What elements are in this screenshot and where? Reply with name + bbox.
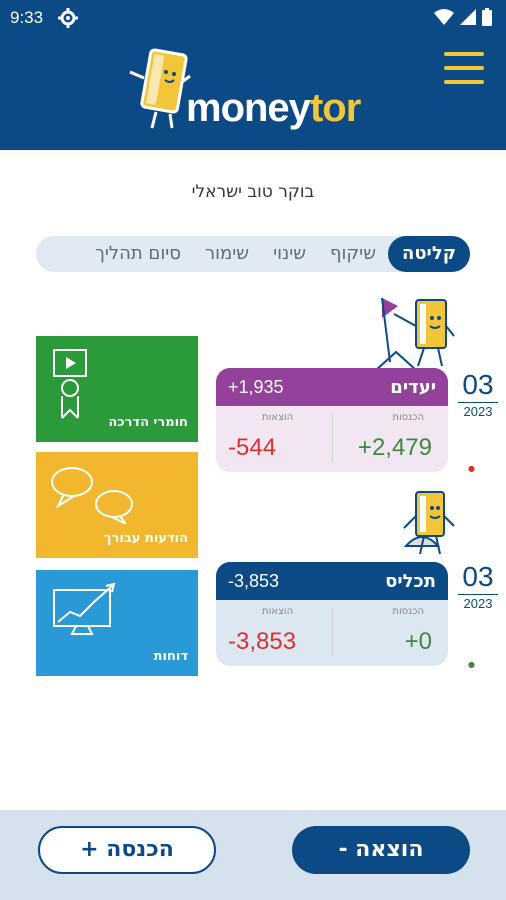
- date-year: 2023: [458, 594, 498, 611]
- add-expense-button[interactable]: הוצאה -: [292, 826, 470, 874]
- tile-reports[interactable]: דוחות: [36, 570, 198, 676]
- app-header: moneytor: [0, 36, 506, 150]
- divider: [332, 608, 333, 656]
- card-title: יעדים: [390, 376, 436, 398]
- tile-label: דוחות: [153, 649, 188, 664]
- wifi-icon: [434, 9, 454, 29]
- card-body: הוצאות הכנסות -3,853 +0: [216, 600, 448, 666]
- battery-icon: [482, 8, 492, 30]
- tab-intake[interactable]: קליטה: [387, 236, 470, 272]
- process-tabs: קליטה שיקוף שינוי שימור סיום תהליך: [36, 236, 470, 272]
- expense-value: -3,853: [228, 628, 297, 655]
- card-header: -3,853 תכליס: [216, 562, 448, 600]
- card-header: +1,935 יעדים: [216, 368, 448, 406]
- expense-value: -544: [228, 434, 277, 461]
- status-dot: ●: [468, 464, 475, 473]
- tab-reflection[interactable]: שיקוף: [329, 243, 376, 264]
- card-body: הוצאות הכנסות -544 +2,479: [216, 406, 448, 472]
- income-value: +2,479: [357, 434, 432, 461]
- logo-text-money: money: [186, 86, 311, 130]
- tile-training-materials[interactable]: חומרי הדרכה: [36, 336, 198, 442]
- status-time: 9:33: [10, 8, 44, 27]
- date-day: 03: [462, 369, 494, 400]
- card-title: תכליס: [385, 570, 436, 592]
- logo-text-tor: tor: [309, 86, 361, 130]
- training-video-icon: [50, 348, 90, 424]
- income-label: הכנסות: [392, 606, 424, 617]
- signal-icon: [460, 9, 476, 29]
- expense-label: הוצאות: [262, 412, 294, 423]
- income-value: +0: [404, 628, 432, 655]
- mascot-helmet-icon: [398, 488, 458, 564]
- expense-label: הוצאות: [262, 606, 294, 617]
- tab-finish-process[interactable]: סיום תהליך: [95, 243, 181, 264]
- divider: [332, 414, 333, 462]
- income-label: הכנסות: [392, 412, 424, 423]
- mascot-flag-icon: [373, 296, 456, 374]
- tile-label: הודעות עבורך: [104, 531, 188, 546]
- app-logo: moneytor: [186, 86, 361, 131]
- tile-label: חומרי הדרכה: [108, 415, 188, 430]
- summary-card-goals[interactable]: +1,935 יעדים הוצאות הכנסות -544 +2,479: [216, 368, 448, 472]
- tile-messages[interactable]: הודעות עבורך: [36, 452, 198, 558]
- hamburger-menu-icon[interactable]: [444, 52, 488, 90]
- gear-icon: [58, 8, 78, 32]
- tab-change[interactable]: שינוי: [273, 243, 306, 264]
- chat-bubbles-icon: [50, 464, 140, 528]
- add-income-button[interactable]: הכנסה +: [38, 826, 216, 874]
- date-year: 2023: [458, 402, 498, 419]
- bottom-action-bar: הכנסה + הוצאה -: [0, 810, 506, 900]
- system-icons: [434, 8, 492, 30]
- chart-monitor-icon: [50, 582, 122, 642]
- date-day: 03: [462, 561, 494, 592]
- status-dot: ●: [468, 660, 475, 669]
- card-total: +1,935: [228, 376, 284, 397]
- mascot-logo-icon: [128, 48, 192, 136]
- summary-card-practical[interactable]: -3,853 תכליס הוצאות הכנסות -3,853 +0: [216, 562, 448, 666]
- greeting-text: בוקר טוב ישראלי: [191, 182, 315, 202]
- card-total: -3,853: [228, 570, 280, 591]
- status-bar: 9:33: [0, 0, 506, 36]
- date-goals: 03 2023: [458, 370, 498, 419]
- date-practical: 03 2023: [458, 562, 498, 611]
- tab-maintain[interactable]: שימור: [204, 243, 250, 264]
